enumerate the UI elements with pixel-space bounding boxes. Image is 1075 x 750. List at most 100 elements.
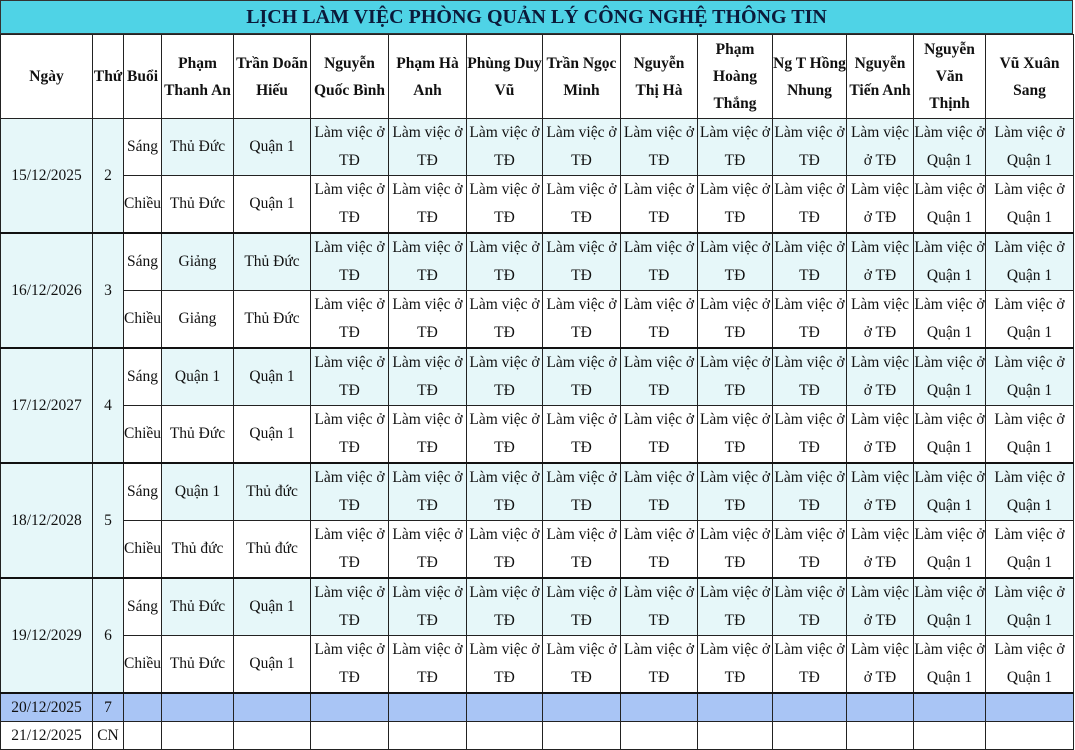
schedule-cell[interactable]: Làm việc ở TĐ — [620, 175, 698, 234]
schedule-cell[interactable]: Quận 1 — [161, 347, 234, 406]
schedule-cell[interactable]: Làm việc ở Quận 1 — [913, 118, 986, 176]
empty-cell[interactable] — [620, 721, 698, 750]
schedule-cell[interactable]: Làm việc ở TĐ — [542, 520, 621, 579]
schedule-cell[interactable]: Làm việc ở TĐ — [466, 405, 543, 464]
schedule-cell[interactable]: Thủ đức — [161, 520, 234, 579]
schedule-cell[interactable]: Làm việc ở TĐ — [310, 347, 389, 406]
empty-cell[interactable] — [542, 721, 621, 750]
schedule-cell[interactable]: Làm việc ở TĐ — [846, 118, 914, 176]
schedule-cell[interactable]: Làm việc ở TĐ — [846, 175, 914, 234]
schedule-cell[interactable]: Làm việc ở TĐ — [697, 175, 773, 234]
schedule-cell[interactable]: Làm việc ở TĐ — [542, 290, 621, 349]
schedule-cell[interactable]: Làm việc ở TĐ — [772, 290, 847, 349]
schedule-cell[interactable]: Làm việc ở Quận 1 — [913, 232, 986, 291]
schedule-cell[interactable]: Thủ Đức — [161, 405, 234, 464]
schedule-cell[interactable]: Làm việc ở TĐ — [697, 347, 773, 406]
schedule-cell[interactable]: Thủ Đức — [161, 175, 234, 234]
schedule-cell[interactable]: Làm việc ở TĐ — [620, 520, 698, 579]
session-cell[interactable]: Chiều — [123, 405, 162, 464]
schedule-cell[interactable]: Làm việc ở TĐ — [542, 405, 621, 464]
schedule-cell[interactable]: Làm việc ở TĐ — [466, 577, 543, 636]
weekday-cell[interactable]: 2 — [92, 118, 124, 234]
schedule-cell[interactable]: Làm việc ở Quận 1 — [913, 520, 986, 579]
date-cell[interactable]: 16/12/2026 — [0, 232, 93, 349]
schedule-cell[interactable]: Làm việc ở TĐ — [388, 290, 467, 349]
schedule-cell[interactable]: Làm việc ở TĐ — [772, 405, 847, 464]
schedule-cell[interactable]: Thủ Đức — [161, 118, 234, 176]
schedule-cell[interactable]: Làm việc ở TĐ — [772, 118, 847, 176]
date-cell[interactable]: 17/12/2027 — [0, 347, 93, 464]
schedule-cell[interactable]: Làm việc ở TĐ — [772, 347, 847, 406]
schedule-cell[interactable]: Làm việc ở TĐ — [466, 290, 543, 349]
empty-cell[interactable] — [985, 692, 1074, 722]
schedule-cell[interactable]: Làm việc ở TĐ — [466, 118, 543, 176]
weekday-cell[interactable]: 4 — [92, 347, 124, 464]
schedule-cell[interactable]: Làm việc ở Quận 1 — [913, 405, 986, 464]
session-cell[interactable]: Sáng — [123, 347, 162, 406]
schedule-cell[interactable]: Làm việc ở TĐ — [697, 232, 773, 291]
date-cell[interactable]: 15/12/2025 — [0, 118, 93, 234]
schedule-cell[interactable]: Làm việc ở TĐ — [697, 462, 773, 521]
schedule-cell[interactable]: Làm việc ở TĐ — [772, 577, 847, 636]
schedule-cell[interactable]: Làm việc ở TĐ — [310, 462, 389, 521]
schedule-cell[interactable]: Quận 1 — [161, 462, 234, 521]
schedule-cell[interactable]: Làm việc ở Quận 1 — [985, 520, 1074, 579]
schedule-cell[interactable]: Làm việc ở Quận 1 — [985, 635, 1074, 694]
empty-cell[interactable] — [466, 721, 543, 750]
schedule-cell[interactable]: Làm việc ở TĐ — [697, 577, 773, 636]
empty-cell[interactable] — [697, 692, 773, 722]
empty-cell[interactable] — [388, 692, 467, 722]
date-cell[interactable]: 20/12/2025 — [0, 692, 93, 722]
schedule-cell[interactable]: Quận 1 — [233, 405, 311, 464]
schedule-cell[interactable]: Làm việc ở Quận 1 — [913, 635, 986, 694]
schedule-cell[interactable]: Quận 1 — [233, 577, 311, 636]
schedule-cell[interactable]: Làm việc ở TĐ — [620, 405, 698, 464]
schedule-cell[interactable]: Làm việc ở TĐ — [466, 635, 543, 694]
schedule-cell[interactable]: Làm việc ở Quận 1 — [985, 577, 1074, 636]
schedule-cell[interactable]: Giảng — [161, 290, 234, 349]
date-cell[interactable]: 18/12/2028 — [0, 462, 93, 579]
weekday-cell[interactable]: 7 — [92, 692, 124, 722]
empty-cell[interactable] — [913, 692, 986, 722]
empty-cell[interactable] — [620, 692, 698, 722]
schedule-cell[interactable]: Làm việc ở TĐ — [846, 290, 914, 349]
schedule-cell[interactable]: Thủ đức — [233, 520, 311, 579]
empty-cell[interactable] — [123, 692, 162, 722]
schedule-cell[interactable]: Làm việc ở TĐ — [846, 577, 914, 636]
schedule-cell[interactable]: Làm việc ở TĐ — [310, 405, 389, 464]
schedule-cell[interactable]: Làm việc ở TĐ — [466, 462, 543, 521]
empty-cell[interactable] — [466, 692, 543, 722]
schedule-cell[interactable]: Làm việc ở TĐ — [388, 118, 467, 176]
schedule-cell[interactable]: Quận 1 — [233, 635, 311, 694]
empty-cell[interactable] — [846, 692, 914, 722]
weekday-cell[interactable]: CN — [92, 721, 124, 750]
schedule-cell[interactable]: Làm việc ở Quận 1 — [985, 232, 1074, 291]
schedule-cell[interactable]: Làm việc ở Quận 1 — [985, 118, 1074, 176]
empty-cell[interactable] — [233, 692, 311, 722]
schedule-cell[interactable]: Làm việc ở TĐ — [620, 347, 698, 406]
schedule-cell[interactable]: Làm việc ở Quận 1 — [913, 290, 986, 349]
schedule-cell[interactable]: Thủ Đức — [233, 232, 311, 291]
schedule-cell[interactable]: Thủ Đức — [233, 290, 311, 349]
schedule-cell[interactable]: Làm việc ở TĐ — [310, 232, 389, 291]
schedule-cell[interactable]: Làm việc ở TĐ — [388, 347, 467, 406]
schedule-cell[interactable]: Làm việc ở TĐ — [388, 635, 467, 694]
empty-cell[interactable] — [310, 721, 389, 750]
schedule-cell[interactable]: Làm việc ở Quận 1 — [985, 175, 1074, 234]
session-cell[interactable]: Sáng — [123, 232, 162, 291]
empty-cell[interactable] — [846, 721, 914, 750]
schedule-cell[interactable]: Làm việc ở TĐ — [846, 232, 914, 291]
empty-cell[interactable] — [985, 721, 1074, 750]
schedule-cell[interactable]: Làm việc ở TĐ — [310, 520, 389, 579]
schedule-cell[interactable]: Làm việc ở TĐ — [772, 520, 847, 579]
session-cell[interactable]: Sáng — [123, 577, 162, 636]
schedule-cell[interactable]: Làm việc ở TĐ — [846, 462, 914, 521]
empty-cell[interactable] — [697, 721, 773, 750]
schedule-cell[interactable]: Làm việc ở TĐ — [697, 290, 773, 349]
schedule-cell[interactable]: Làm việc ở TĐ — [772, 462, 847, 521]
session-cell[interactable]: Sáng — [123, 462, 162, 521]
schedule-cell[interactable]: Làm việc ở TĐ — [310, 118, 389, 176]
schedule-cell[interactable]: Làm việc ở TĐ — [310, 290, 389, 349]
schedule-cell[interactable]: Làm việc ở Quận 1 — [985, 405, 1074, 464]
schedule-cell[interactable]: Làm việc ở TĐ — [388, 405, 467, 464]
